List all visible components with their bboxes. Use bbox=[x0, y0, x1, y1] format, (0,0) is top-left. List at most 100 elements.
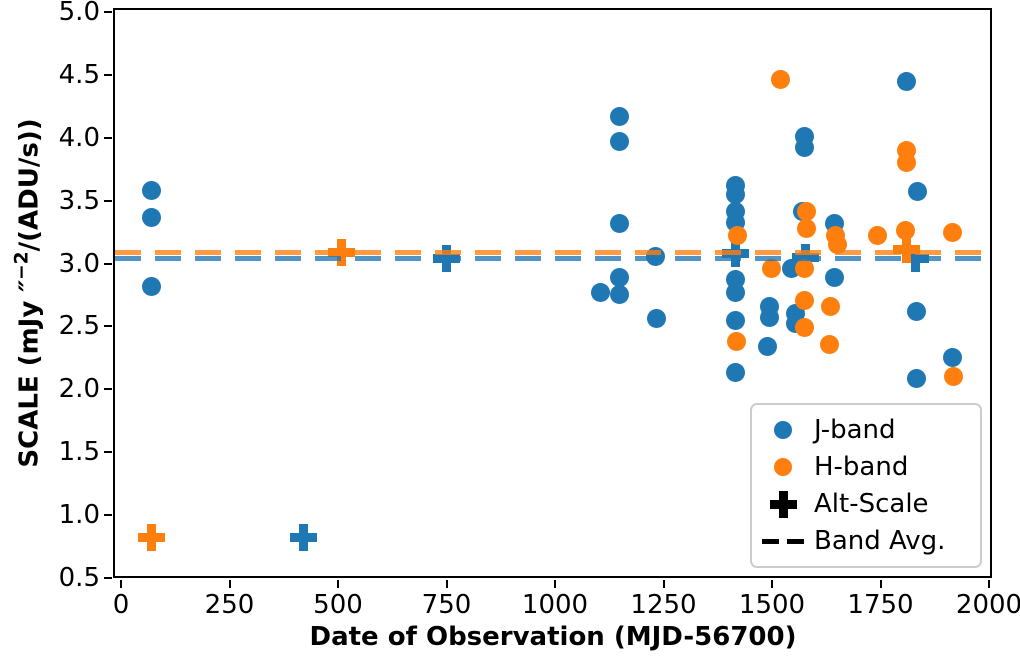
legend-label: J-band bbox=[814, 414, 896, 445]
data-point-H-band bbox=[727, 226, 747, 246]
y-tick-label: 3.5 bbox=[58, 185, 100, 216]
data-point-J-band bbox=[141, 181, 161, 201]
data-point-J-band bbox=[795, 138, 815, 158]
x-tick-label: 500 bbox=[313, 590, 363, 620]
data-point-H-band bbox=[821, 296, 841, 316]
data-point-H-band bbox=[820, 334, 840, 354]
x-tick-label: 1500 bbox=[738, 590, 806, 620]
y-tick-mark bbox=[104, 325, 112, 328]
data-point-H-band bbox=[794, 259, 814, 279]
y-tick-label: 1.5 bbox=[58, 437, 100, 468]
data-point-J-band bbox=[725, 310, 745, 330]
data-point-J-band bbox=[609, 267, 629, 287]
data-point-J-band bbox=[907, 368, 927, 388]
alt-scale-marker bbox=[289, 524, 317, 552]
data-point-J-band bbox=[896, 71, 916, 91]
y-tick-mark bbox=[104, 199, 112, 202]
y-tick-label: 2.5 bbox=[58, 311, 100, 342]
legend-item-band-avg-: Band Avg. bbox=[752, 523, 980, 559]
legend-plus-swatch bbox=[769, 490, 797, 518]
x-tick-mark bbox=[988, 580, 990, 588]
y-tick-mark bbox=[104, 514, 112, 517]
x-tick-label: 1000 bbox=[521, 590, 589, 620]
y-tick-label: 5.0 bbox=[58, 0, 100, 27]
data-point-J-band bbox=[590, 282, 610, 302]
y-axis-label: SCALE (mJy ″−2/(ADU/s)) bbox=[12, 118, 45, 467]
y-tick-mark bbox=[104, 451, 112, 454]
legend-item-alt-scale: Alt-Scale bbox=[752, 486, 980, 522]
y-tick-mark bbox=[104, 73, 112, 76]
band-avg-line-Band-Avg-H bbox=[115, 249, 990, 255]
data-point-J-band bbox=[609, 285, 629, 305]
data-point-J-band bbox=[141, 207, 161, 227]
y-tick-mark bbox=[104, 11, 112, 13]
data-point-J-band bbox=[908, 182, 928, 202]
y-tick-mark bbox=[104, 388, 112, 391]
dash-segment bbox=[762, 538, 779, 544]
y-axis-label-suffix: /(ADU/s)) bbox=[14, 118, 45, 252]
data-point-H-band bbox=[867, 226, 887, 246]
legend-circle-swatch bbox=[774, 420, 792, 439]
x-tick-mark bbox=[771, 580, 773, 588]
data-point-H-band bbox=[797, 202, 817, 222]
plus-horizontal-arm bbox=[893, 245, 921, 255]
data-point-J-band bbox=[647, 309, 667, 329]
data-point-H-band bbox=[727, 332, 747, 352]
data-point-H-band bbox=[770, 70, 790, 90]
data-point-J-band bbox=[760, 308, 780, 328]
x-tick-label: 2000 bbox=[955, 590, 1020, 620]
x-tick-mark bbox=[879, 580, 882, 588]
legend-circle-icon bbox=[752, 457, 814, 476]
x-tick-mark bbox=[337, 580, 339, 588]
x-axis-label: Date of Observation (MJD-56700) bbox=[309, 622, 797, 652]
plus-horizontal-arm bbox=[289, 533, 317, 543]
legend-item-h-band: H-band bbox=[752, 449, 980, 485]
data-point-J-band bbox=[725, 282, 745, 302]
x-tick-mark bbox=[445, 580, 448, 588]
y-tick-label: 0.5 bbox=[58, 562, 100, 593]
legend-dashes-icon bbox=[752, 538, 814, 544]
data-point-H-band bbox=[761, 259, 781, 279]
data-point-J-band bbox=[609, 106, 629, 126]
x-tick-label: 1250 bbox=[630, 590, 697, 620]
y-tick-label: 3.0 bbox=[58, 248, 100, 279]
legend-circle-swatch bbox=[774, 457, 792, 476]
data-point-H-band bbox=[943, 222, 963, 242]
legend-plus-icon bbox=[752, 490, 814, 518]
y-tick-mark bbox=[104, 136, 112, 139]
y-tick-mark bbox=[104, 576, 112, 579]
x-tick-mark bbox=[662, 580, 665, 588]
data-point-H-band bbox=[895, 221, 915, 241]
data-point-H-band bbox=[795, 318, 815, 338]
x-tick-mark bbox=[554, 580, 556, 588]
data-point-J-band bbox=[141, 276, 161, 296]
data-point-H-band bbox=[795, 290, 815, 310]
alt-scale-marker bbox=[893, 236, 921, 264]
y-tick-label: 4.0 bbox=[58, 122, 100, 153]
data-point-J-band bbox=[609, 213, 629, 233]
arcsec-primes: ″ bbox=[14, 280, 45, 292]
data-point-J-band bbox=[726, 363, 746, 383]
plot-area bbox=[113, 8, 992, 578]
y-axis-label-prefix: SCALE (mJy bbox=[14, 291, 45, 468]
x-tick-label: 0 bbox=[112, 590, 130, 620]
legend-label: Band Avg. bbox=[814, 526, 946, 557]
data-point-H-band bbox=[797, 218, 817, 238]
data-point-J-band bbox=[609, 132, 629, 152]
y-tick-mark bbox=[104, 262, 112, 265]
legend: J-band H-band Alt-Scale Band Avg. bbox=[750, 403, 982, 568]
plus-horizontal-arm bbox=[769, 499, 797, 509]
legend-label: H-band bbox=[814, 451, 909, 482]
data-point-J-band bbox=[758, 337, 778, 357]
legend-item-j-band: J-band bbox=[752, 412, 980, 448]
data-point-J-band bbox=[942, 348, 962, 368]
data-point-H-band bbox=[896, 153, 916, 173]
x-tick-label: 750 bbox=[421, 590, 472, 620]
alt-scale-marker bbox=[138, 524, 166, 552]
x-tick-label: 1750 bbox=[847, 590, 914, 620]
y-tick-label: 2.0 bbox=[58, 374, 100, 405]
dash-segment bbox=[787, 538, 804, 544]
data-point-H-band bbox=[828, 235, 848, 255]
data-point-J-band bbox=[825, 267, 845, 287]
